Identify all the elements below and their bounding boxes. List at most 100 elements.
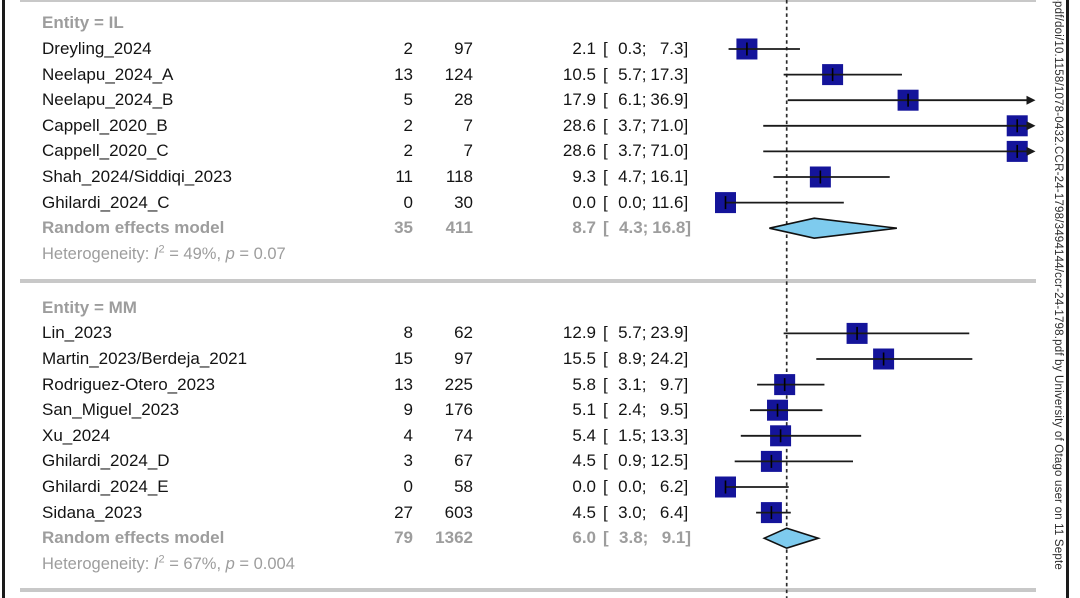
pct-value: 4.5 bbox=[572, 451, 596, 471]
events-value: 11 bbox=[395, 167, 413, 186]
events-value: 4 bbox=[403, 425, 413, 445]
ci-value: [3.0; 6.4] bbox=[603, 502, 689, 522]
total-value: 67 bbox=[454, 451, 473, 471]
forest-row: Rodriguez-Otero_2023 13 225 5.8 [3.1; 9.7… bbox=[0, 373, 740, 397]
study-label: Random effects model bbox=[42, 218, 225, 238]
top-divider-rule bbox=[20, 0, 1036, 2]
pct-value: 2.1 bbox=[572, 39, 596, 58]
events-value: 79 bbox=[394, 528, 413, 548]
ci-value: [8.9; 24.2] bbox=[603, 349, 689, 368]
pct-value: 0.0 bbox=[572, 192, 596, 212]
ci-value: [4.3; 16.8] bbox=[603, 218, 692, 238]
events-value: 5 bbox=[403, 90, 413, 110]
bottom-divider-rule bbox=[20, 588, 1036, 592]
events-value: 15 bbox=[394, 349, 413, 368]
heterogeneity-row: Heterogeneity: I2 = 49%, p = 0.07 bbox=[0, 242, 740, 266]
events-value: 2 bbox=[403, 39, 413, 58]
heterogeneity-row: Heterogeneity: I2 = 67%, p = 0.004 bbox=[0, 552, 740, 576]
study-label: San_Miguel_2023 bbox=[42, 400, 180, 420]
pct-value: 15.5 bbox=[562, 349, 596, 368]
ci-value: [0.3; 7.3] bbox=[603, 39, 689, 58]
pct-value: 12.9 bbox=[562, 323, 596, 343]
total-value: 176 bbox=[444, 400, 473, 420]
ci-value: [1.5; 13.3] bbox=[603, 425, 689, 445]
pct-value: 6.0 bbox=[572, 528, 596, 548]
forest-row: Ghilardi_2024_C 0 30 0.0 [0.0; 11.6] bbox=[0, 191, 740, 215]
ci-arrowhead bbox=[1026, 121, 1036, 131]
study-label: Dreyling_2024 bbox=[42, 39, 152, 58]
heterogeneity-text: Heterogeneity: I2 = 49%, p = 0.07 bbox=[42, 243, 286, 263]
ci-value: [5.7; 17.3] bbox=[603, 64, 689, 84]
study-label: Xu_2024 bbox=[42, 425, 111, 445]
forest-row: San_Miguel_2023 9 176 5.1 [2.4; 9.5] bbox=[0, 398, 740, 422]
ci-value: [0.0; 11.6] bbox=[603, 192, 689, 212]
study-label: Neelapu_2024_B bbox=[42, 90, 174, 110]
events-value: 3 bbox=[403, 451, 413, 471]
total-value: 28 bbox=[454, 90, 473, 110]
pct-value: 28.6 bbox=[562, 115, 596, 135]
study-label: Entity = IL bbox=[42, 13, 124, 33]
ci-value: [5.7; 23.9] bbox=[603, 323, 689, 343]
pct-value: 5.1 bbox=[572, 400, 596, 420]
events-value: 27 bbox=[394, 502, 413, 522]
pdf-download-watermark-text: -pdf/doi/10.1158/1078-0432.CCR-24-1798/3… bbox=[1052, 0, 1064, 570]
forest-row: Martin_2023/Berdeja_2021 15 97 15.5 [8.9… bbox=[0, 347, 740, 371]
study-label: Neelapu_2024_A bbox=[42, 64, 174, 84]
forest-row: Cappell_2020_B 2 7 28.6 [3.7; 71.0] bbox=[0, 114, 740, 138]
total-value: 74 bbox=[454, 425, 473, 445]
events-value: 2 bbox=[403, 141, 413, 161]
ci-arrowhead bbox=[1026, 95, 1036, 105]
forest-row: Dreyling_2024 2 97 2.1 [0.3; 7.3] bbox=[0, 37, 740, 61]
total-value: 30 bbox=[454, 192, 473, 212]
total-value: 1362 bbox=[435, 528, 473, 548]
events-value: 13 bbox=[394, 64, 413, 84]
total-value: 7 bbox=[463, 115, 473, 135]
pct-value: 17.9 bbox=[562, 90, 596, 110]
forest-row: Ghilardi_2024_D 3 67 4.5 [0.9; 12.5] bbox=[0, 449, 740, 473]
forest-row: Neelapu_2024_B 5 28 17.9 [6.1; 36.9] bbox=[0, 88, 740, 112]
events-value: 0 bbox=[403, 192, 413, 212]
ci-value: [4.7; 16.1] bbox=[603, 167, 689, 186]
total-value: 97 bbox=[454, 39, 473, 58]
forest-row: Neelapu_2024_A 13 124 10.5 [5.7; 17.3] bbox=[0, 63, 740, 87]
pct-value: 9.3 bbox=[572, 167, 596, 186]
summary-diamond bbox=[769, 217, 897, 240]
study-label: Entity = MM bbox=[42, 297, 137, 317]
ci-value: [2.4; 9.5] bbox=[603, 400, 689, 420]
group-divider-rule bbox=[20, 279, 1036, 283]
total-value: 118 bbox=[445, 167, 473, 186]
pct-value: 28.6 bbox=[562, 141, 596, 161]
group-header-row: Entity = IL bbox=[0, 11, 740, 35]
events-value: 8 bbox=[403, 323, 413, 343]
total-value: 97 bbox=[454, 349, 473, 368]
study-label: Ghilardi_2024_D bbox=[42, 451, 170, 471]
ci-value: [3.7; 71.0] bbox=[603, 141, 689, 161]
total-value: 58 bbox=[454, 477, 473, 496]
group-header-row: Entity = MM bbox=[0, 296, 740, 320]
study-label: Martin_2023/Berdeja_2021 bbox=[42, 349, 248, 368]
ci-value: [3.8; 9.1] bbox=[603, 528, 692, 548]
events-value: 13 bbox=[394, 374, 413, 394]
events-value: 35 bbox=[394, 218, 413, 238]
total-value: 603 bbox=[444, 502, 473, 522]
pct-value: 0.0 bbox=[572, 477, 596, 496]
total-value: 7 bbox=[463, 141, 473, 161]
study-label: Ghilardi_2024_C bbox=[42, 192, 170, 212]
pct-value: 10.5 bbox=[562, 64, 596, 84]
events-value: 2 bbox=[403, 115, 413, 135]
figure-right-border bbox=[1066, 0, 1069, 598]
total-value: 411 bbox=[445, 218, 473, 238]
total-value: 62 bbox=[454, 323, 473, 343]
pct-value: 5.4 bbox=[572, 425, 596, 445]
forest-row: Lin_2023 8 62 12.9 [5.7; 23.9] bbox=[0, 321, 740, 345]
pct-value: 5.8 bbox=[572, 374, 596, 394]
ci-value: [3.7; 71.0] bbox=[603, 115, 689, 135]
summary-diamond bbox=[762, 527, 821, 550]
study-label: Lin_2023 bbox=[42, 323, 112, 343]
events-value: 9 bbox=[403, 400, 413, 420]
study-label: Rodriguez-Otero_2023 bbox=[42, 374, 215, 394]
ci-value: [6.1; 36.9] bbox=[603, 90, 689, 110]
study-label: Cappell_2020_C bbox=[42, 141, 169, 161]
